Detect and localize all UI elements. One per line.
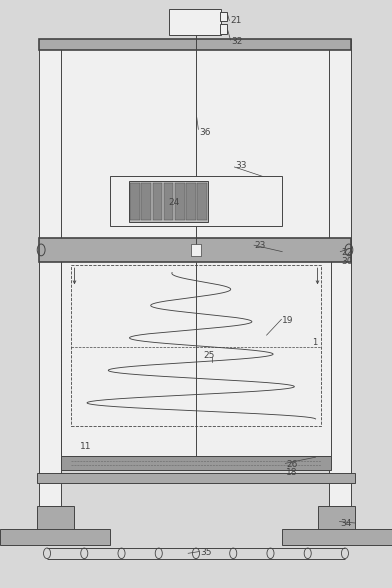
- Bar: [39, 50, 351, 250]
- Bar: [61, 250, 331, 456]
- Text: 18: 18: [286, 468, 298, 477]
- Bar: [39, 39, 61, 506]
- Bar: [164, 183, 173, 220]
- Text: 35: 35: [200, 548, 211, 557]
- Bar: [130, 183, 140, 220]
- Text: 23: 23: [255, 241, 266, 250]
- Bar: [37, 473, 355, 483]
- Bar: [220, 24, 227, 34]
- Bar: [318, 506, 355, 530]
- Text: 30: 30: [341, 257, 352, 266]
- Bar: [152, 183, 162, 220]
- Bar: [282, 529, 392, 545]
- Text: 22: 22: [341, 248, 352, 258]
- Bar: [186, 183, 196, 220]
- Text: 32: 32: [231, 36, 243, 46]
- Bar: [71, 265, 321, 426]
- Text: 33: 33: [235, 161, 247, 171]
- Bar: [169, 9, 221, 35]
- Bar: [142, 183, 151, 220]
- Text: 36: 36: [199, 128, 211, 137]
- Bar: [129, 181, 208, 222]
- Text: 34: 34: [340, 519, 352, 528]
- Text: 21: 21: [230, 16, 241, 25]
- Bar: [39, 39, 351, 50]
- Bar: [191, 244, 201, 256]
- Text: 11: 11: [80, 442, 92, 452]
- Bar: [0, 529, 110, 545]
- Text: 1: 1: [312, 338, 317, 347]
- Text: 25: 25: [204, 351, 215, 360]
- Text: 19: 19: [282, 316, 294, 325]
- Bar: [61, 456, 331, 470]
- Bar: [329, 39, 351, 506]
- Bar: [175, 183, 185, 220]
- Text: 26: 26: [286, 460, 298, 469]
- Text: 24: 24: [169, 198, 180, 208]
- Bar: [220, 12, 227, 21]
- Bar: [39, 238, 351, 262]
- Bar: [110, 176, 282, 226]
- Bar: [37, 506, 74, 530]
- Bar: [197, 183, 207, 220]
